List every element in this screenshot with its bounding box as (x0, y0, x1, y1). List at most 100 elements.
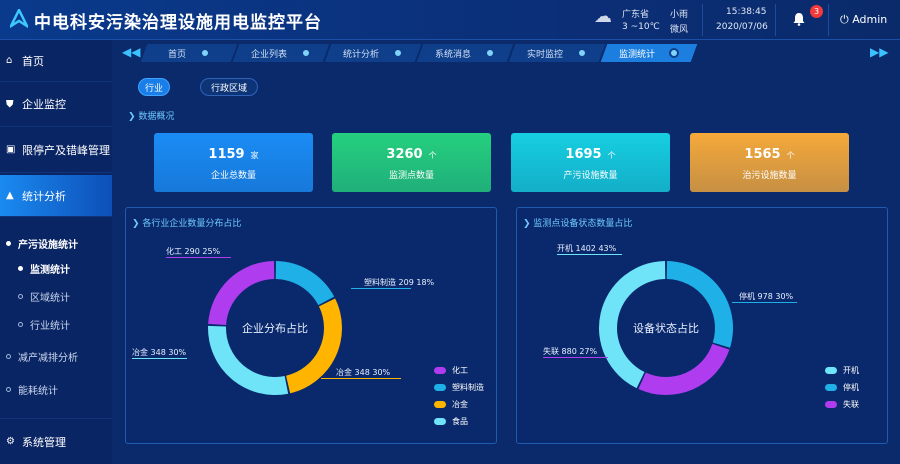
notification-badge: 3 (810, 5, 823, 18)
submenu-industry-stats[interactable]: 行业统计 (18, 317, 70, 332)
donut-center-label: 设备状态占比 (633, 322, 699, 335)
leader-line (351, 288, 411, 289)
legend-swatch (434, 384, 446, 391)
leader-line (132, 358, 187, 359)
logo-icon (10, 9, 28, 29)
sidebar-item-system[interactable]: ⚙ 系统管理 (0, 418, 112, 464)
legend-item[interactable]: 塑料制造 (434, 382, 484, 393)
chart-icon: ▲ (6, 190, 14, 201)
legend-item[interactable]: 开机 (825, 365, 859, 376)
device-status-panel: ❯ 监测点设备状态数量占比 设备状态占比 停机 978 30% 失联 880 27% 开… (516, 207, 888, 444)
sidebar-item-label: 首页 (22, 54, 44, 68)
legend-item[interactable]: 冶金 (434, 399, 468, 410)
stat-number: 1695 (565, 147, 602, 162)
donut-slice-塑料制造[interactable] (275, 261, 335, 306)
donut-chart (599, 261, 733, 395)
legend-label: 失联 (843, 400, 859, 409)
close-icon[interactable] (301, 48, 311, 58)
stat-unit: 个 (786, 151, 795, 160)
clock-date: 2020/07/06 (716, 22, 768, 32)
legend-item[interactable]: 食品 (434, 416, 468, 427)
sidebar-item-label: 系统管理 (22, 435, 66, 449)
tab-item[interactable]: 统计分析 (328, 44, 418, 62)
close-icon[interactable] (200, 48, 210, 58)
scroll-left-icon[interactable]: ◀◀ (122, 45, 141, 59)
submenu-reduction-analysis[interactable]: 减产减排分析 (6, 349, 78, 364)
legend-swatch (825, 367, 837, 374)
rain-cloud-icon: ☁ (594, 6, 612, 27)
close-icon[interactable] (485, 48, 495, 58)
chevron-right-icon: ❯ (128, 112, 139, 122)
filter-region[interactable]: 行政区域 (200, 78, 258, 96)
sidebar: ⌂ 首页 ⛊ 企业监控 ▣ 限停产及错峰管理 ▲ 统计分析 产污设施统计 监测统计 区域… (0, 40, 112, 464)
sidebar-item-home[interactable]: ⌂ 首页 (0, 40, 112, 82)
submenu-pollution-facility[interactable]: 产污设施统计 (6, 236, 78, 251)
close-icon[interactable] (669, 48, 679, 58)
stat-card[interactable]: 1565 个治污设施数量 (690, 133, 849, 192)
slice-label: 冶金 348 30% (336, 368, 391, 377)
submenu-monitor-stats[interactable]: 监测统计 (18, 261, 70, 276)
leader-line (543, 357, 608, 358)
slice-label: 冶金 348 30% (132, 348, 187, 357)
sidebar-item-label: 企业监控 (22, 98, 66, 111)
submenu-label: 区域统计 (30, 293, 70, 304)
submenu-label: 产污设施统计 (18, 240, 78, 251)
donut-slice-冶金[interactable] (286, 298, 342, 394)
panel-title: ❯ 各行业企业数量分布占比 (132, 216, 241, 229)
city: 广东省 (622, 10, 650, 20)
donut-chart (208, 261, 342, 395)
sidebar-item-enterprise-monitor[interactable]: ⛊ 企业监控 (0, 82, 112, 127)
tab-item[interactable]: 首页 (144, 44, 234, 62)
leader-line (321, 378, 401, 379)
legend-item[interactable]: 化工 (434, 365, 468, 376)
stat-card[interactable]: 1159 家企业总数量 (154, 133, 313, 192)
chevron-right-icon: ❯ (132, 219, 143, 229)
close-icon[interactable] (577, 48, 587, 58)
legend-item[interactable]: 失联 (825, 399, 859, 410)
legend-label: 开机 (843, 366, 859, 375)
sidebar-item-label: 限停产及错峰管理 (22, 143, 110, 157)
stat-unit: 个 (607, 151, 616, 160)
bullet-icon (6, 354, 11, 359)
scroll-right-icon[interactable]: ▶▶ (870, 45, 889, 59)
bullet-icon (18, 266, 23, 271)
close-icon[interactable] (393, 48, 403, 58)
tab-item[interactable]: 监测统计 (604, 44, 694, 62)
app-title: 中电科安污染治理设施用电监控平台 (34, 13, 322, 33)
tab-item[interactable]: 企业列表 (236, 44, 326, 62)
donut-slice-失联[interactable] (638, 343, 730, 395)
donut-slice-停机[interactable] (666, 261, 733, 348)
submenu-energy-stats[interactable]: 能耗统计 (6, 382, 58, 397)
legend-swatch (434, 367, 446, 374)
bell-icon[interactable] (792, 12, 806, 26)
donut-slice-化工[interactable] (208, 261, 275, 326)
sidebar-item-label: 统计分析 (22, 189, 66, 203)
stat-number: 1159 (208, 147, 245, 162)
leader-line (732, 302, 797, 303)
submenu-region-stats[interactable]: 区域统计 (18, 289, 70, 304)
tab-item[interactable]: 实时监控 (512, 44, 602, 62)
sidebar-item-restriction[interactable]: ▣ 限停产及错峰管理 (0, 127, 112, 173)
tab-label: 首页 (167, 49, 186, 60)
bullet-icon (6, 387, 11, 392)
stat-card[interactable]: 3260 个监测点数量 (332, 133, 491, 192)
stat-card[interactable]: 1695 个产污设施数量 (511, 133, 670, 192)
temperature: 3 ~10℃ (622, 22, 660, 32)
submenu-label: 减产减排分析 (18, 353, 78, 364)
panel-title: ❯ 监测点设备状态数量占比 (523, 216, 632, 229)
user-menu[interactable]: ⏻ Admin (840, 13, 887, 27)
tab-label: 系统消息 (434, 49, 471, 60)
stat-unit: 个 (428, 151, 437, 160)
slice-label: 停机 978 30% (739, 292, 794, 301)
industry-distribution-panel: ❯ 各行业企业数量分布占比 企业分布占比 塑料制造 209 18% 冶金 348 30… (125, 207, 497, 444)
bullet-icon (18, 294, 23, 299)
donut-slice-食品[interactable] (208, 325, 289, 395)
donut-slice-开机[interactable] (599, 261, 666, 389)
calendar-icon: ▣ (6, 144, 16, 155)
legend-item[interactable]: 停机 (825, 382, 859, 393)
tab-item[interactable]: 系统消息 (420, 44, 510, 62)
submenu-label: 监测统计 (30, 265, 70, 276)
sidebar-item-statistics[interactable]: ▲ 统计分析 (0, 175, 112, 217)
stat-unit: 家 (250, 151, 259, 160)
filter-industry[interactable]: 行业 (138, 78, 170, 96)
